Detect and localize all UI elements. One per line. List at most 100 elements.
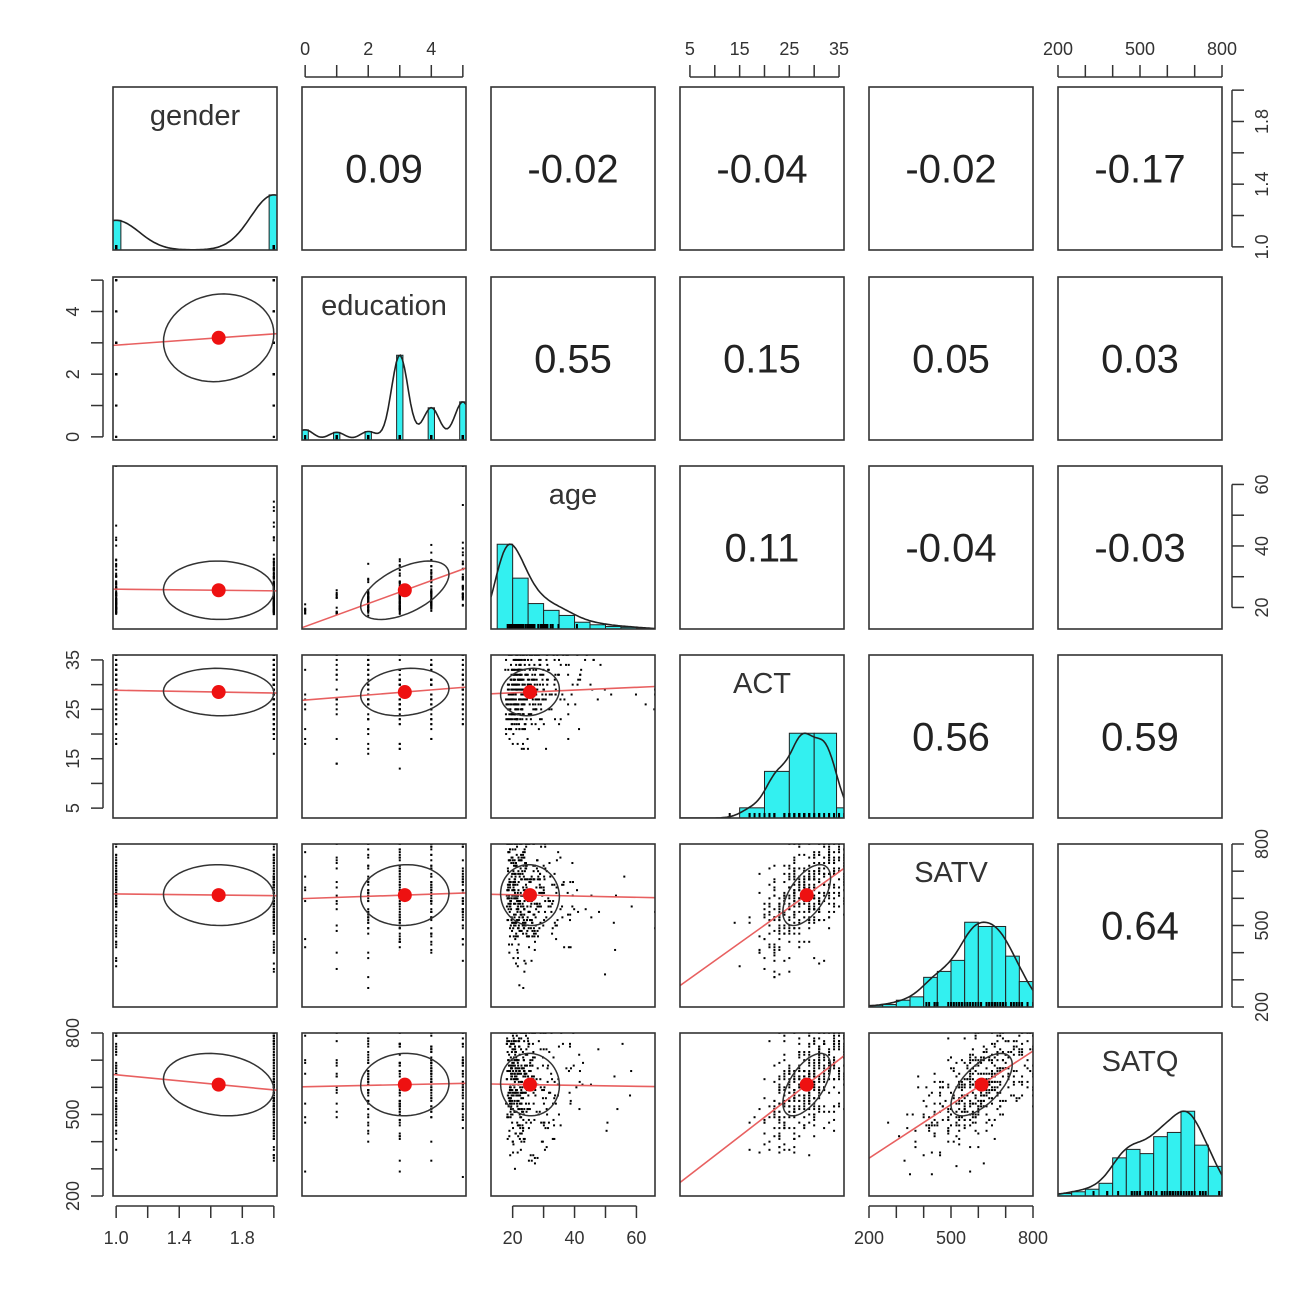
data-point — [526, 1053, 529, 1056]
data-point — [523, 1072, 526, 1075]
correlation-label: -0.04 — [905, 527, 996, 571]
data-point — [518, 663, 521, 666]
data-point — [520, 1140, 523, 1143]
data-point — [272, 1037, 275, 1040]
data-point — [808, 1034, 811, 1037]
data-point — [272, 663, 275, 666]
data-point — [808, 872, 811, 875]
data-point — [516, 1124, 519, 1127]
data-point — [783, 1127, 786, 1130]
data-point — [515, 853, 518, 856]
data-point — [272, 889, 275, 892]
data-point — [506, 688, 509, 691]
data-point — [272, 500, 275, 503]
data-point — [838, 1070, 841, 1073]
data-point — [523, 663, 526, 666]
data-point — [430, 848, 433, 851]
data-point — [513, 872, 516, 875]
correlation-ellipse — [359, 863, 450, 927]
data-point — [818, 867, 821, 870]
data-point — [533, 913, 536, 916]
data-point — [430, 718, 433, 721]
data-point — [335, 713, 338, 716]
data-point — [515, 728, 518, 731]
data-point — [558, 723, 561, 726]
data-point — [526, 916, 529, 919]
data-point — [461, 1094, 464, 1097]
data-point — [798, 910, 801, 913]
data-point — [530, 875, 533, 878]
data-point — [115, 663, 118, 666]
data-point — [955, 1135, 958, 1138]
data-point — [272, 1045, 275, 1048]
data-point — [813, 905, 816, 908]
data-point — [993, 1118, 996, 1121]
panel-SATV-gender — [112, 843, 278, 1008]
panel-age-SATV: -0.04 — [868, 465, 1034, 630]
data-point — [763, 1121, 766, 1124]
data-point — [1007, 1075, 1010, 1078]
data-point — [461, 900, 464, 903]
data-point — [803, 878, 806, 881]
data-point — [519, 910, 522, 913]
data-point — [996, 1091, 999, 1094]
panel-frame — [1057, 843, 1223, 1008]
data-point — [966, 1110, 969, 1113]
data-point — [818, 1061, 821, 1064]
data-point — [510, 1102, 513, 1105]
data-point — [367, 1108, 370, 1111]
data-point — [304, 1072, 307, 1075]
data-point — [509, 728, 512, 731]
data-point — [531, 929, 534, 932]
data-point — [367, 1059, 370, 1062]
data-point — [813, 1116, 816, 1119]
data-point — [980, 1105, 983, 1108]
data-point — [914, 1146, 917, 1149]
data-point — [838, 878, 841, 881]
data-point — [547, 668, 550, 671]
data-point — [115, 1091, 118, 1094]
data-point — [798, 878, 801, 881]
data-point — [461, 1080, 464, 1083]
data-point — [818, 1097, 821, 1100]
data-point — [115, 587, 118, 590]
panel-gender-education: 0.09 — [301, 86, 467, 251]
data-point — [833, 891, 836, 894]
data-point — [578, 1053, 581, 1056]
data-point — [430, 1086, 433, 1089]
data-point — [367, 921, 370, 924]
data-point — [115, 965, 118, 968]
data-point — [272, 1042, 275, 1045]
data-point — [584, 658, 587, 661]
data-point — [999, 1067, 1002, 1070]
data-point — [398, 1045, 401, 1048]
data-point — [507, 698, 510, 701]
data-point — [773, 954, 776, 957]
data-point — [430, 886, 433, 889]
data-point — [115, 609, 118, 612]
data-point — [977, 1064, 980, 1067]
data-point — [543, 878, 546, 881]
data-point — [523, 1064, 526, 1067]
data-point — [430, 728, 433, 731]
data-point — [793, 905, 796, 908]
data-point — [115, 658, 118, 661]
data-point — [398, 1118, 401, 1121]
data-point — [272, 435, 275, 438]
data-point — [788, 878, 791, 881]
data-point — [537, 703, 540, 706]
data-point — [511, 1091, 514, 1094]
data-point — [533, 929, 536, 932]
data-point — [398, 851, 401, 854]
data-point — [838, 845, 841, 848]
data-point — [507, 1116, 510, 1119]
data-point — [519, 900, 522, 903]
data-point — [367, 910, 370, 913]
data-point — [798, 853, 801, 856]
data-point — [537, 870, 540, 873]
data-point — [823, 1105, 826, 1108]
data-point — [511, 1064, 514, 1067]
data-point — [963, 1110, 966, 1113]
data-point — [398, 718, 401, 721]
data-point — [1012, 1048, 1015, 1051]
